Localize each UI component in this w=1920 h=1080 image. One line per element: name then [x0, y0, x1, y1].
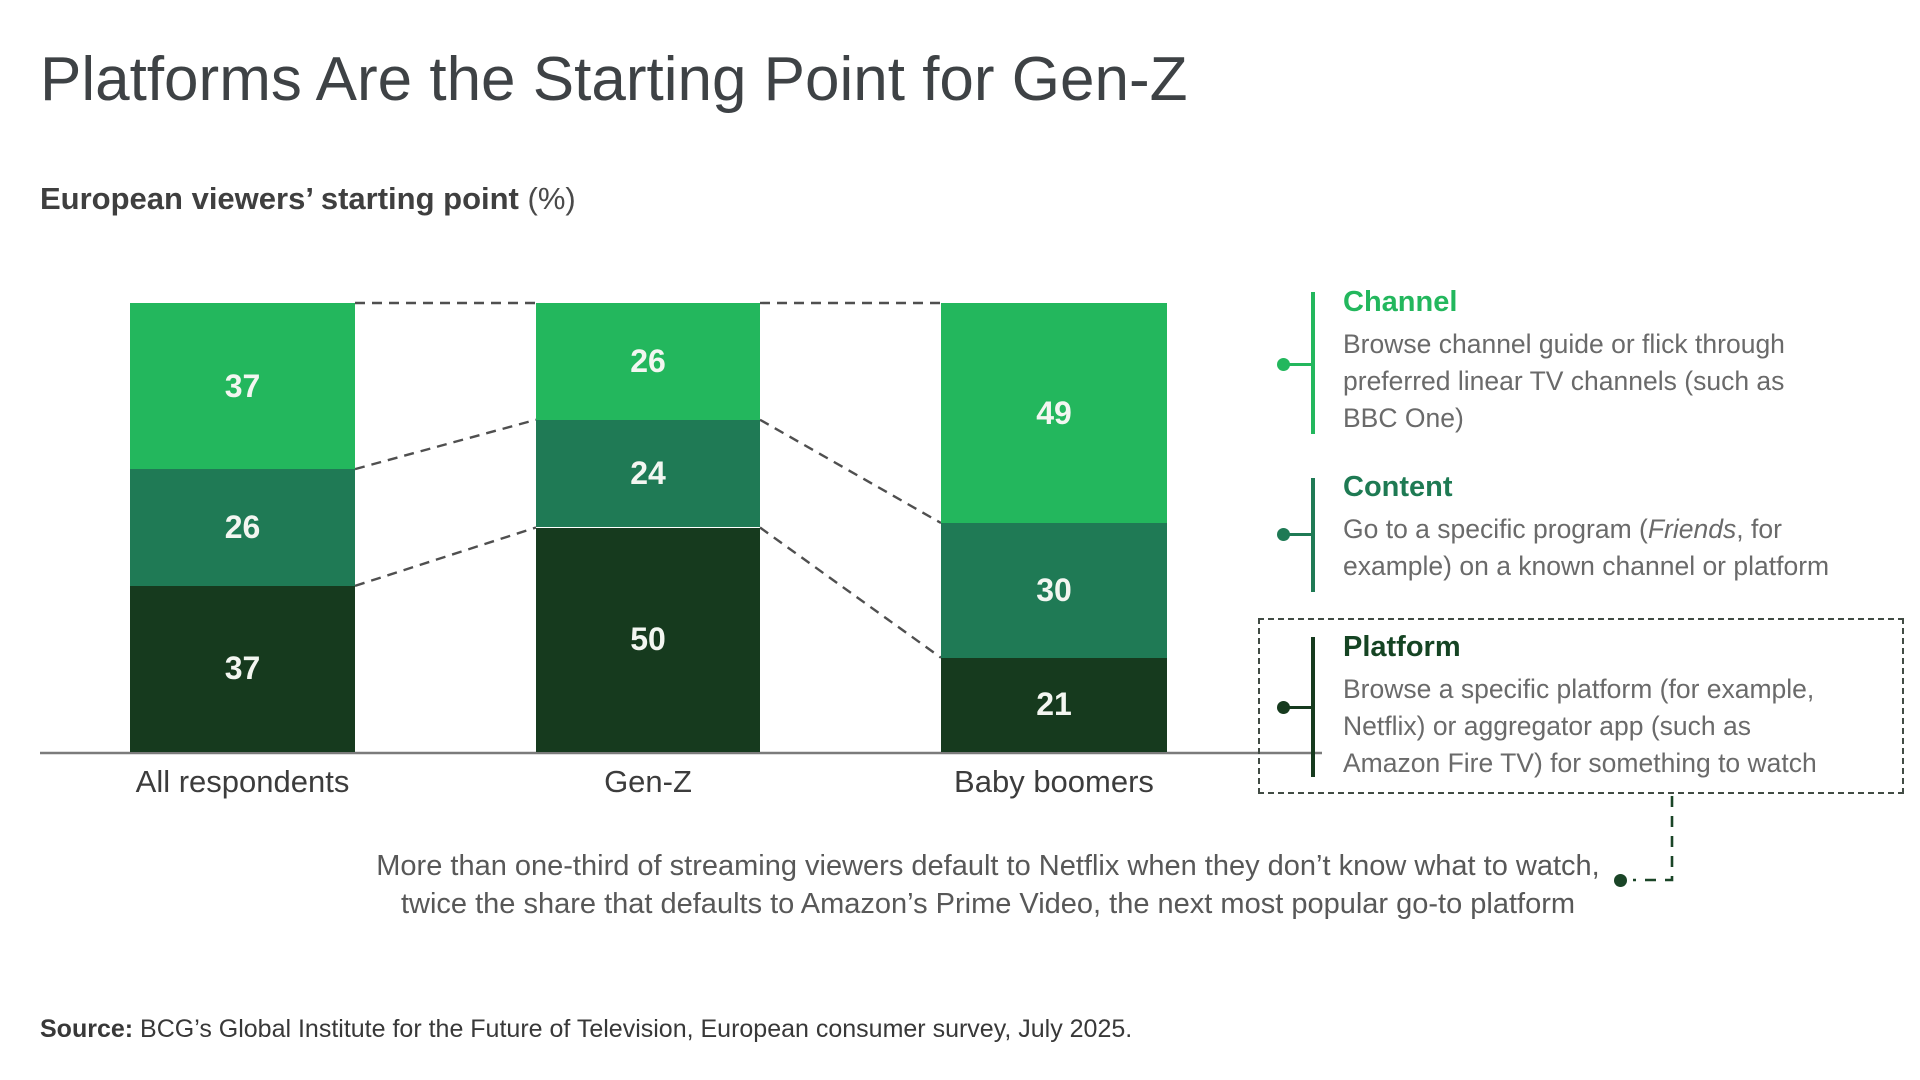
legend-connector-stub	[1284, 363, 1311, 366]
bar-value-label: 37	[224, 650, 261, 687]
bar-value-label: 37	[224, 367, 261, 404]
chart-subtitle: European viewers’ starting point (%)	[40, 181, 576, 217]
annotation-callout-dot	[1614, 874, 1627, 887]
legend-heading: Content	[1343, 471, 1453, 503]
legend-description: Browse a specific platform (for example,…	[1343, 674, 1817, 778]
source-label: Source:	[40, 1015, 134, 1043]
legend-connector-dot	[1277, 701, 1290, 714]
bar-segment-channel: 26	[536, 303, 760, 420]
bar-value-label: 24	[630, 455, 666, 492]
legend-description: Browse channel guide or flick through pr…	[1343, 329, 1785, 433]
bar-value-label: 21	[1036, 686, 1072, 723]
source-text: BCG’s Global Institute for the Future of…	[133, 1015, 1133, 1043]
legend-connector-stub	[1284, 706, 1311, 709]
legend-description: Go to a specific program (Friends, for e…	[1343, 514, 1830, 581]
legend-color-line-content	[1311, 478, 1315, 592]
category-label: All respondents	[135, 764, 350, 799]
subtitle-unit: (%)	[518, 181, 576, 216]
legend-color-line-platform	[1311, 637, 1315, 777]
legend-connector-stub	[1284, 533, 1311, 536]
platform-highlight-box	[1258, 618, 1904, 794]
bar-value-label: 26	[224, 508, 261, 545]
annotation-text: More than one-third of streaming viewers…	[290, 847, 1686, 923]
category-label: Baby boomers	[954, 764, 1154, 799]
legend-connector-dot	[1277, 358, 1290, 371]
annotation-line-1: More than one-third of streaming viewers…	[376, 850, 1600, 882]
category-label: Gen-Z	[604, 764, 692, 799]
legend-heading: Channel	[1343, 286, 1458, 318]
bar-value-label: 30	[1036, 571, 1072, 608]
subtitle-text: European viewers’ starting point	[40, 181, 519, 216]
legend-connector-dot	[1277, 528, 1290, 541]
bar-value-label: 50	[630, 621, 666, 658]
legend-item-channel: Channel Browse channel guide or flick thr…	[1343, 286, 1855, 437]
bar-segment-channel: 49	[941, 303, 1167, 523]
source-note: Source: BCG’s Global Institute for the F…	[40, 1015, 1132, 1044]
legend-item-content: Content Go to a specific program (Friends…	[1343, 471, 1885, 585]
bar-segment-platform: 37	[130, 585, 355, 752]
bar-segment-platform: 21	[941, 657, 1167, 752]
bar-segment-content: 30	[941, 523, 1167, 658]
legend-heading: Platform	[1343, 631, 1461, 663]
legend-color-line-channel	[1311, 292, 1315, 434]
bar-segment-platform: 50	[536, 527, 760, 752]
page-title: Platforms Are the Starting Point for Gen…	[40, 45, 1188, 114]
bar-value-label: 26	[630, 342, 666, 379]
bar-segment-content: 26	[130, 469, 355, 586]
bar-value-label: 49	[1036, 394, 1072, 431]
bar-segment-content: 24	[536, 419, 760, 528]
legend-item-platform: Platform Browse a specific platform (for …	[1343, 631, 1888, 782]
annotation-line-2: twice the share that defaults to Amazon’…	[400, 888, 1576, 920]
bar-segment-channel: 37	[130, 303, 355, 470]
